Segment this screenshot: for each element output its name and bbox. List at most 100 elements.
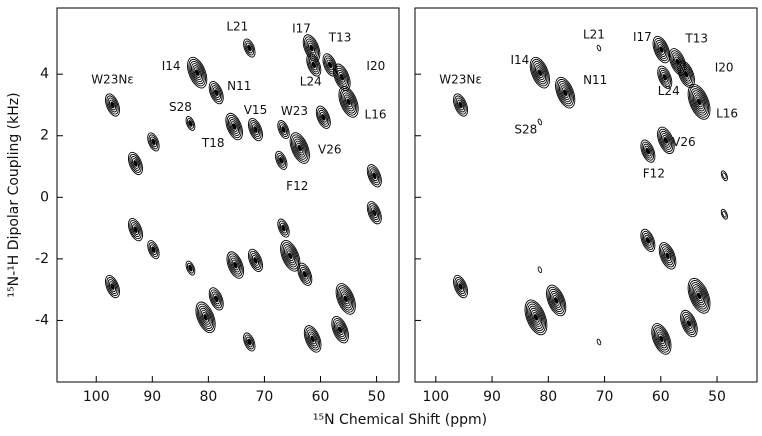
contour-ring	[720, 170, 728, 182]
contour-ring	[247, 117, 263, 142]
peak-label: L21	[583, 28, 605, 42]
contour-ring	[457, 99, 465, 111]
peak-label: L21	[226, 20, 248, 34]
contour-ring	[185, 115, 196, 131]
contour-ring	[303, 325, 322, 353]
peak	[105, 93, 120, 117]
contour-ring	[547, 286, 565, 315]
peak	[333, 63, 351, 91]
contour-ring	[245, 42, 253, 54]
peak	[277, 120, 290, 140]
contour-ring	[244, 40, 255, 56]
contour-ring	[652, 35, 671, 64]
contour-ring	[656, 42, 667, 58]
x-tick-label: 80	[539, 389, 557, 405]
peak-label: S28	[514, 122, 537, 136]
peak-label: W23	[281, 104, 308, 118]
contour-ring	[307, 55, 320, 75]
contour-ring	[659, 130, 673, 150]
contour-ring	[250, 252, 261, 268]
x-tick-label: 60	[652, 389, 670, 405]
peak	[640, 228, 656, 253]
contour-ring	[694, 94, 704, 110]
peak	[640, 139, 656, 163]
contour-ring	[208, 81, 224, 105]
contour-ring	[552, 295, 560, 306]
contour-ring	[694, 288, 704, 304]
contour-ring	[679, 64, 693, 84]
contour-ring	[368, 166, 381, 186]
peak-label: I14	[162, 59, 181, 73]
contour-ring	[186, 118, 194, 129]
contour-ring	[455, 279, 466, 295]
peak	[537, 118, 543, 126]
contour-ring	[233, 261, 238, 269]
contour-ring	[306, 329, 319, 349]
contour-ring	[231, 123, 237, 130]
contour-ring	[369, 205, 380, 221]
contour-ring	[212, 87, 220, 99]
contour-ring	[684, 316, 694, 331]
contour-ring	[108, 99, 117, 111]
contour-ring	[301, 268, 309, 280]
contour-ring	[695, 290, 703, 302]
contour-ring	[652, 325, 671, 353]
contour-ring	[683, 70, 689, 78]
contour-ring	[453, 93, 469, 117]
contour-ring	[690, 282, 708, 310]
contour-ring	[293, 138, 306, 158]
peak	[652, 35, 671, 64]
contour-ring	[230, 121, 238, 132]
contour-ring	[688, 280, 710, 312]
contour-ring	[454, 95, 467, 115]
contour-ring	[287, 252, 293, 260]
contour-ring	[680, 309, 698, 338]
contour-ring	[663, 137, 669, 144]
contour-ring	[148, 134, 159, 150]
contour-ring	[247, 44, 252, 52]
contour-ring	[319, 111, 327, 123]
contour-ring	[372, 172, 377, 180]
peak-label: N11	[583, 73, 607, 87]
contour-ring	[335, 322, 345, 338]
contour-ring	[231, 259, 239, 271]
contour-ring	[296, 142, 304, 154]
contour-ring	[244, 334, 255, 350]
contour-ring	[655, 40, 668, 60]
contour-ring	[531, 309, 541, 325]
y-axis-title: ¹⁵N-¹H Dipolar Coupling (kHz)	[6, 92, 22, 297]
peak	[289, 132, 310, 164]
peak	[529, 56, 550, 89]
contour-ring	[546, 284, 567, 317]
contour-ring	[199, 307, 212, 327]
peak	[208, 81, 224, 105]
contour-ring	[306, 53, 322, 77]
contour-ring	[282, 244, 298, 268]
contour-ring	[202, 311, 210, 323]
contour-ring	[678, 62, 694, 86]
peak	[657, 65, 673, 89]
contour-ring	[148, 242, 159, 258]
contour-ring	[281, 126, 286, 133]
peak	[453, 274, 469, 299]
x-axis-title: ¹⁵N Chemical Shift (ppm)	[313, 412, 487, 428]
contour-ring	[658, 128, 674, 152]
contour-ring	[133, 160, 138, 167]
contour-ring	[292, 136, 308, 160]
contour-ring	[129, 153, 142, 173]
contour-ring	[560, 85, 571, 101]
peak	[335, 283, 356, 315]
plot-frame	[56, 7, 400, 383]
contour-ring	[658, 67, 671, 87]
contour-ring	[193, 67, 201, 79]
contour-ring	[226, 251, 245, 279]
peak-label: T13	[684, 31, 708, 45]
contour-ring	[339, 73, 345, 81]
contour-ring	[692, 286, 706, 306]
contour-ring	[644, 145, 652, 157]
contour-ring	[187, 56, 208, 89]
contour-ring	[284, 246, 297, 266]
contour-ring	[557, 81, 573, 105]
contour-ring	[243, 38, 256, 58]
contour-ring	[188, 58, 206, 87]
